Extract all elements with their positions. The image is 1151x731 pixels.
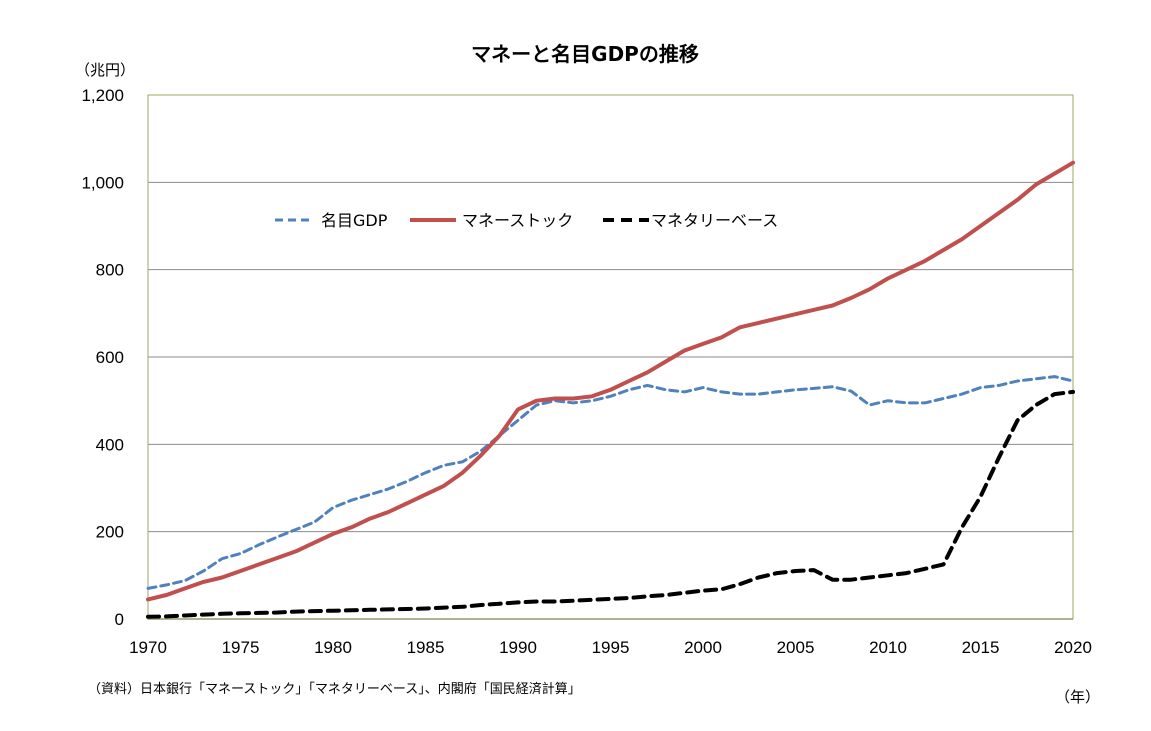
series-line-money-stock [146, 160, 1075, 602]
series-lines [146, 160, 1075, 619]
x-tick-label: 1995 [592, 638, 630, 657]
y-tick-label: 1,000 [81, 173, 124, 192]
legend: 名目GDP マネーストック マネタリーベース [275, 211, 778, 230]
legend-item-money-stock: マネーストック [410, 211, 573, 230]
source-note: （資料）日本銀行「マネーストック」「マネタリーベース」、内閣府「国民経済計算」 [88, 681, 581, 697]
x-tick-label: 2015 [962, 638, 1000, 657]
y-tick-label: 1,200 [81, 86, 124, 105]
x-tick-label: 2010 [869, 638, 907, 657]
legend-item-nominal-gdp: 名目GDP [275, 211, 388, 230]
legend-label: マネタリーベース [651, 211, 778, 230]
plot-area-border [147, 94, 1074, 620]
x-tick-label: 1970 [129, 638, 167, 657]
y-tick-label: 600 [96, 348, 124, 367]
x-axis-unit: （年） [1055, 688, 1100, 706]
x-tick-label: 1980 [314, 638, 352, 657]
legend-label: 名目GDP [321, 211, 388, 230]
y-tick-label: 400 [96, 435, 124, 454]
y-tick-label: 0 [115, 610, 124, 629]
x-tick-label: 1975 [222, 638, 260, 657]
legend-label: マネーストック [462, 211, 573, 230]
y-axis-unit: （兆円） [75, 61, 135, 79]
chart-title: マネーと名目GDPの推移 [471, 42, 699, 66]
series-line-monetary-base [146, 389, 1075, 619]
legend-item-monetary-base: マネタリーベース [603, 211, 778, 230]
y-tick-label: 200 [96, 523, 124, 542]
x-tick-label: 1985 [407, 638, 445, 657]
y-axis-tick-labels: 0 200 400 600 800 1,000 1,200 [81, 86, 124, 629]
x-tick-label: 2020 [1054, 638, 1092, 657]
x-tick-label: 2005 [777, 638, 815, 657]
series-line-nominal-gdp [146, 375, 1075, 590]
y-tick-label: 800 [96, 261, 124, 280]
x-tick-label: 1990 [499, 638, 537, 657]
x-axis-tick-labels: 1970 1975 1980 1985 1990 1995 2000 2005 2010 2015… [129, 638, 1092, 657]
x-tick-label: 2000 [684, 638, 722, 657]
